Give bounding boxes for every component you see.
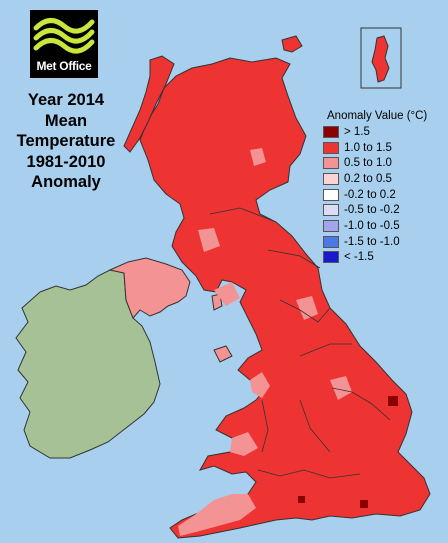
title-line: Temperature (16, 132, 116, 150)
anomaly-above-1-5-areas (298, 396, 398, 508)
legend-swatch (323, 172, 339, 185)
isle-of-man (211, 293, 223, 311)
legend-label: 0.2 to 0.5 (344, 172, 392, 185)
title-line: Anomaly (31, 173, 101, 191)
legend-swatch (323, 141, 339, 154)
legend-label: -1.5 to -1.0 (344, 235, 400, 248)
met-office-logo: Met Office (30, 10, 98, 78)
outer-hebrides (123, 55, 175, 153)
legend-swatch (323, 157, 339, 170)
legend-label: 1.0 to 1.5 (344, 141, 392, 154)
legend-item: 1.0 to 1.5 (323, 140, 447, 156)
legend-item: > 1.5 (323, 124, 447, 140)
legend-item: < -1.5 (323, 250, 447, 266)
title-line: Year 2014 (27, 91, 105, 109)
legend-item: 0.5 to 1.0 (323, 155, 447, 171)
legend-swatch (323, 204, 339, 217)
logo-text: Met Office (36, 59, 92, 73)
wave-icon (33, 18, 95, 54)
legend-item: -0.2 to 0.2 (323, 187, 447, 203)
legend-swatch (323, 219, 339, 232)
legend-label: < -1.5 (344, 251, 374, 264)
legend-label: > 1.5 (344, 125, 370, 138)
shetland-inset-frame (360, 27, 402, 89)
title-line: Mean (44, 111, 88, 130)
great-britain (139, 57, 431, 539)
anomaly-0-5-to-1-0-areas (178, 148, 352, 536)
legend-swatch (323, 125, 339, 138)
orkney (281, 35, 303, 53)
legend-title: Anomaly Value (°C) (327, 110, 428, 122)
anglesey (213, 345, 233, 363)
northern-ireland (108, 257, 191, 319)
legend: Anomaly Value (°C) > 1.5 1.0 to 1.5 0.5 … (323, 108, 447, 265)
shetland-islands (371, 35, 390, 83)
legend-label: 0.5 to 1.0 (344, 157, 392, 170)
legend-item: -1.0 to -0.5 (323, 218, 447, 234)
legend-label: -1.0 to -0.5 (344, 219, 400, 232)
region-boundaries (209, 207, 391, 479)
map-title: Year 2014 Mean Temperature 1981-2010 Ano… (6, 90, 126, 193)
legend-label: -0.2 to 0.2 (344, 188, 396, 201)
legend-swatch (323, 188, 339, 201)
legend-swatch (323, 251, 339, 264)
legend-item: -1.5 to -1.0 (323, 234, 447, 250)
legend-swatch (323, 235, 339, 248)
title-line: 1981-2010 (26, 152, 106, 171)
legend-item: 0.2 to 0.5 (323, 171, 447, 187)
legend-item: -0.5 to -0.2 (323, 202, 447, 218)
legend-label: -0.5 to -0.2 (344, 204, 400, 217)
